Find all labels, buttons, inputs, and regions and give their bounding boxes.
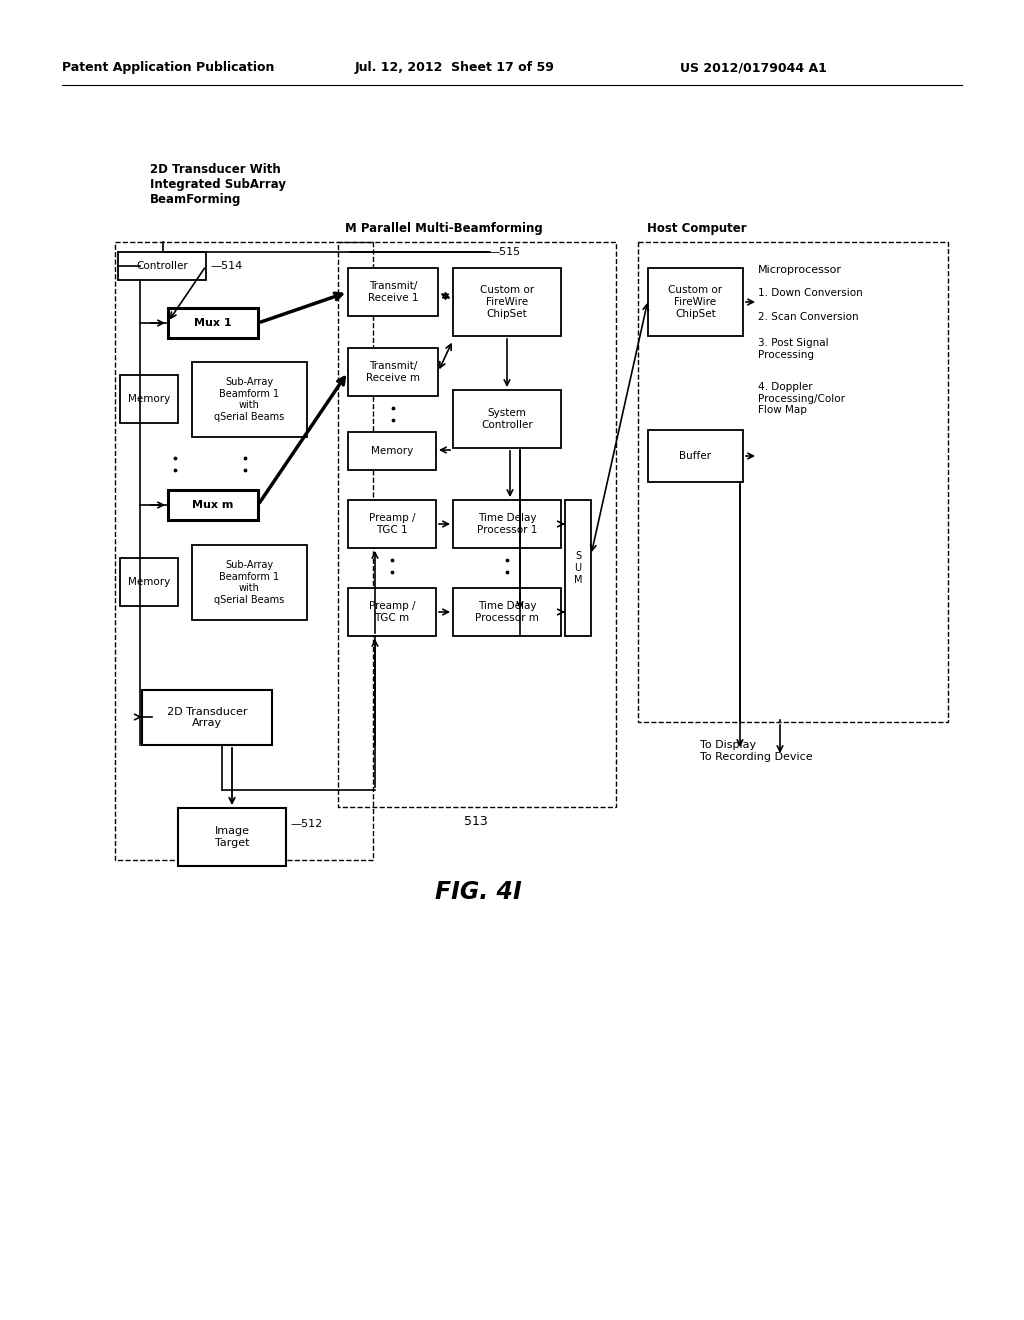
Text: Sub-Array
Beamform 1
with
qSerial Beams: Sub-Array Beamform 1 with qSerial Beams (214, 560, 285, 605)
Bar (453, 389, 561, 447)
Bar (348, 268, 438, 315)
Bar (168, 308, 258, 338)
Text: 3. Post Signal
Processing: 3. Post Signal Processing (758, 338, 828, 359)
Text: Custom or
FireWire
ChipSet: Custom or FireWire ChipSet (669, 285, 723, 318)
Bar (348, 432, 436, 470)
Text: 2. Scan Conversion: 2. Scan Conversion (758, 312, 859, 322)
Text: Host Computer: Host Computer (647, 222, 746, 235)
Bar (648, 430, 743, 482)
Bar (565, 500, 591, 636)
Text: Image
Target: Image Target (214, 826, 250, 847)
Text: To Display
To Recording Device: To Display To Recording Device (700, 741, 813, 762)
Bar (118, 252, 206, 280)
Text: —514: —514 (210, 261, 243, 271)
Text: FIG. 4I: FIG. 4I (434, 880, 521, 904)
Text: 4. Doppler
Processing/Color
Flow Map: 4. Doppler Processing/Color Flow Map (758, 381, 845, 416)
Text: Buffer: Buffer (680, 451, 712, 461)
Text: 513: 513 (464, 814, 487, 828)
Text: Preamp /
TGC 1: Preamp / TGC 1 (369, 513, 416, 535)
Bar (178, 808, 286, 866)
Text: Transmit/
Receive m: Transmit/ Receive m (366, 362, 420, 383)
Bar (453, 587, 561, 636)
Text: System
Controller: System Controller (481, 408, 532, 430)
Text: 1. Down Conversion: 1. Down Conversion (758, 288, 863, 298)
Text: Time Delay
Processor m: Time Delay Processor m (475, 601, 539, 623)
Bar (348, 587, 436, 636)
Text: 2D Transducer
Array: 2D Transducer Array (167, 706, 247, 729)
Text: Time Delay
Processor 1: Time Delay Processor 1 (477, 513, 538, 535)
Text: Memory: Memory (128, 393, 170, 404)
Text: US 2012/0179044 A1: US 2012/0179044 A1 (680, 62, 826, 74)
Text: Transmit/
Receive 1: Transmit/ Receive 1 (368, 281, 418, 302)
Bar (120, 558, 178, 606)
Text: Patent Application Publication: Patent Application Publication (62, 62, 274, 74)
Text: Memory: Memory (371, 446, 413, 455)
Text: Mux m: Mux m (193, 500, 233, 510)
Bar (120, 375, 178, 422)
Bar (648, 268, 743, 337)
Text: Controller: Controller (136, 261, 187, 271)
Bar (348, 500, 436, 548)
Bar (348, 348, 438, 396)
Bar (193, 362, 307, 437)
Text: Custom or
FireWire
ChipSet: Custom or FireWire ChipSet (480, 285, 535, 318)
Text: M Parallel Multi-Beamforming: M Parallel Multi-Beamforming (345, 222, 543, 235)
Text: —512: —512 (290, 818, 323, 829)
Bar (453, 500, 561, 548)
Text: 2D Transducer With
Integrated SubArray
BeamForming: 2D Transducer With Integrated SubArray B… (150, 162, 286, 206)
Text: —515: —515 (488, 247, 520, 257)
Text: Jul. 12, 2012  Sheet 17 of 59: Jul. 12, 2012 Sheet 17 of 59 (355, 62, 555, 74)
Text: Preamp /
TGC m: Preamp / TGC m (369, 601, 416, 623)
Text: Memory: Memory (128, 577, 170, 587)
Text: S
U
M: S U M (573, 552, 583, 585)
Text: Sub-Array
Beamform 1
with
qSerial Beams: Sub-Array Beamform 1 with qSerial Beams (214, 378, 285, 422)
Bar (115, 242, 373, 861)
Bar (142, 690, 272, 744)
Bar (638, 242, 948, 722)
Text: Mux 1: Mux 1 (195, 318, 231, 327)
Text: Microprocessor: Microprocessor (758, 265, 842, 275)
Bar (193, 545, 307, 620)
Bar (168, 490, 258, 520)
Bar (453, 268, 561, 337)
Bar (338, 242, 616, 807)
